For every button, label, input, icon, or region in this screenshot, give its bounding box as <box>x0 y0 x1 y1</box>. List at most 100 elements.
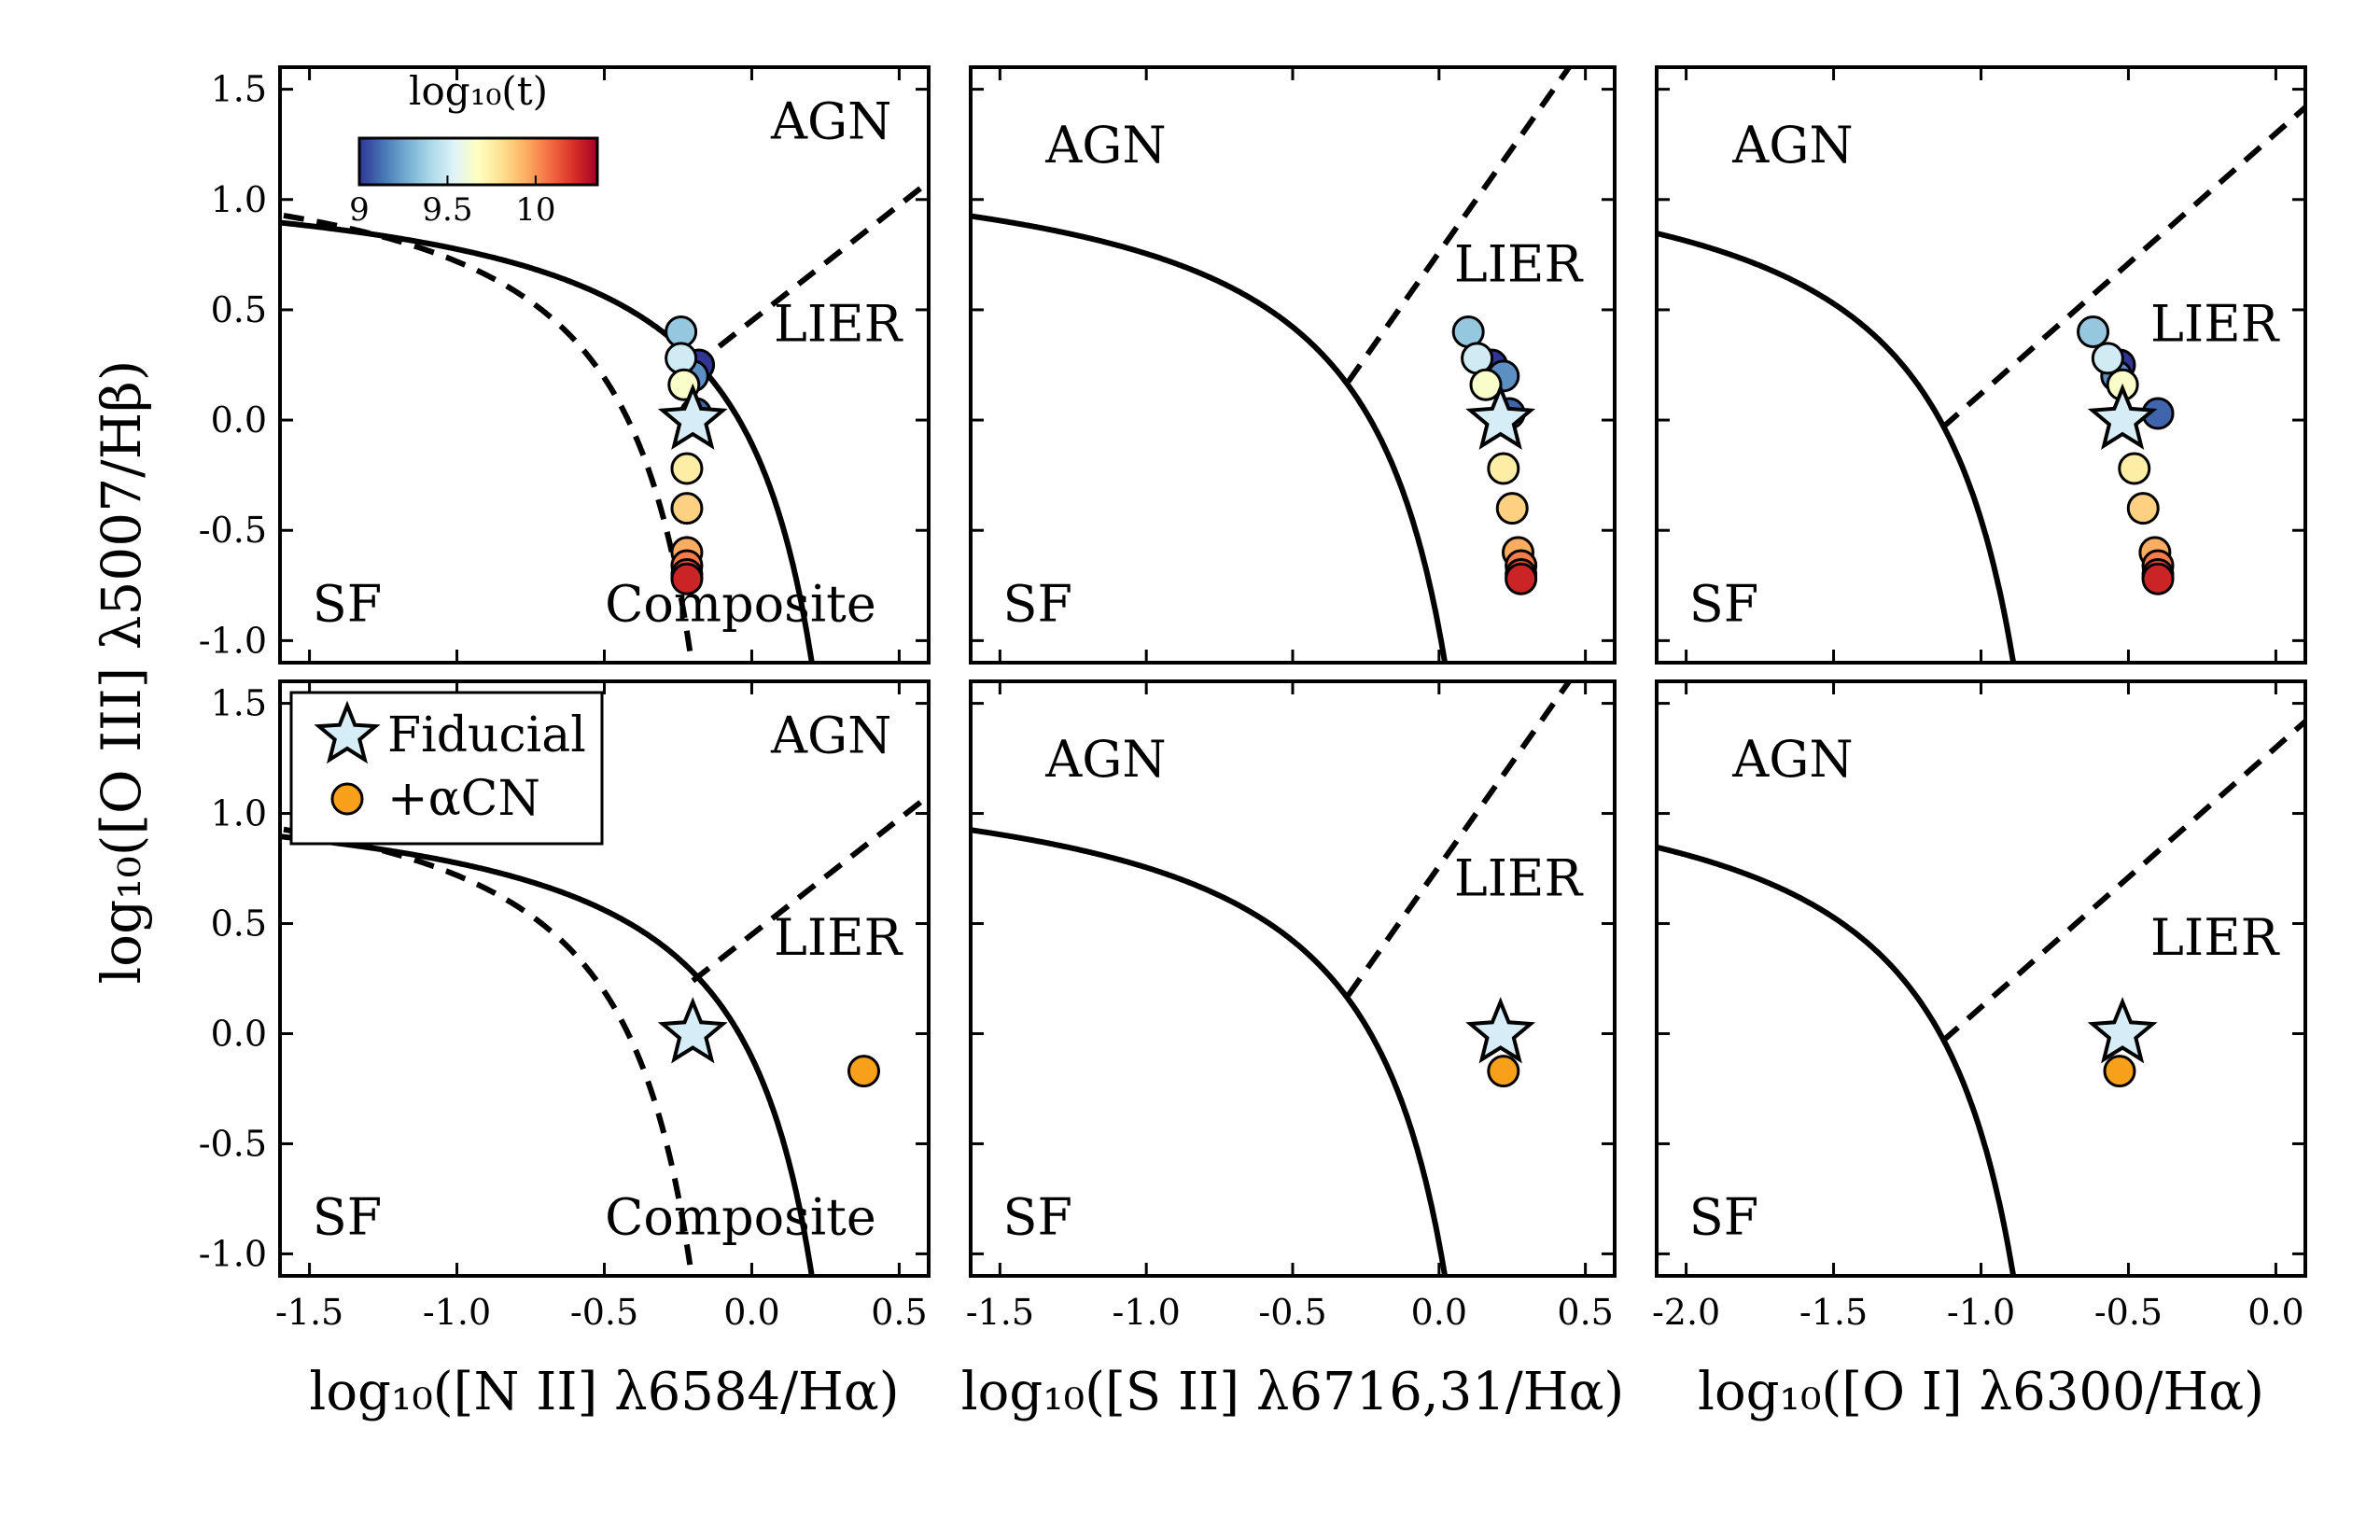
alphacn-point <box>847 1055 880 1088</box>
x-tick-label: -0.5 <box>2094 1292 2163 1333</box>
time-point <box>2118 452 2151 485</box>
kewley-max-starburst-curve <box>971 213 1449 663</box>
y-axis-label: log₁₀([O III] λ5007/Hβ) <box>90 360 153 985</box>
region-label-sf: SF <box>313 1187 382 1246</box>
seyfert-liner-line <box>691 791 929 984</box>
panel-content: AGN LIER SF <box>971 67 1584 663</box>
x-axis-label: log₁₀([N II] λ6584/Hα) <box>309 1362 899 1422</box>
time-point <box>2091 342 2124 375</box>
y-tick-label: -1.0 <box>199 620 267 661</box>
alphacn-point <box>1487 1055 1520 1088</box>
y-tick-label: 0.0 <box>211 399 267 441</box>
colorbar-tick-label: 10 <box>515 191 555 229</box>
y-tick-label: 1.5 <box>211 69 267 110</box>
x-tick-label: -1.5 <box>1799 1292 1868 1333</box>
seyfert-liner-line <box>1346 67 1573 384</box>
region-label-sf: SF <box>1689 1187 1758 1246</box>
y-tick-label: 1.0 <box>211 179 267 220</box>
time-point <box>2077 315 2110 349</box>
fiducial-star <box>2087 383 2158 450</box>
panel-content: AGN LIER SF <box>971 681 1584 1276</box>
x-tick-label: -0.5 <box>1258 1292 1326 1333</box>
region-label-composite: Composite <box>605 1187 876 1246</box>
kewley-max-starburst-curve <box>280 219 815 663</box>
region-label-lier: LIER <box>2150 294 2280 353</box>
region-label-agn: AGN <box>1044 116 1166 175</box>
panel-content: AGN LIER SF <box>1657 717 2305 1276</box>
kauffmann-curve <box>280 825 694 1276</box>
x-tick-label: -2.0 <box>1652 1292 1720 1333</box>
panel-oi-alpha: AGN LIER SF -2.0 -1.5 -1.0 -0.5 0.0 log₁₀([O I] … <box>1652 679 2307 1422</box>
legend: Fiducial +αCN <box>289 691 604 846</box>
x-axis-label: log₁₀([S II] λ6716,31/Hα) <box>961 1362 1625 1422</box>
region-label-sf: SF <box>1689 574 1758 633</box>
region-label-lier: LIER <box>774 294 903 353</box>
time-point <box>1487 452 1520 485</box>
seyfert-liner-line <box>1940 717 2305 1043</box>
y-tick-label: 0.5 <box>211 289 267 330</box>
legend-star-icon <box>314 700 381 764</box>
fiducial-star <box>657 383 728 450</box>
colorbar-tick-label: 9.5 <box>422 191 472 229</box>
time-point <box>670 492 704 525</box>
y-tick-label: 1.5 <box>211 683 267 724</box>
y-tick-label: 1.0 <box>211 793 267 834</box>
panel-oi-time: AGN LIER SF <box>1655 65 2307 665</box>
time-point <box>2141 562 2175 595</box>
y-tick-label: -1.0 <box>199 1233 267 1274</box>
panel-sii-time: AGN LIER SF <box>969 65 1617 665</box>
y-tick-label: 0.5 <box>211 903 267 945</box>
x-tick-label: -0.5 <box>570 1292 638 1333</box>
region-label-composite: Composite <box>605 574 876 633</box>
region-label-sf: SF <box>313 574 382 633</box>
x-tick-label: 0.0 <box>1411 1292 1467 1333</box>
time-point <box>670 562 704 595</box>
region-label-agn: AGN <box>1731 730 1853 789</box>
region-label-agn: AGN <box>770 92 891 151</box>
region-label-lier: LIER <box>1454 848 1584 907</box>
region-label-agn: AGN <box>1731 116 1853 175</box>
colorbar-tick-label: 9 <box>349 191 370 229</box>
seyfert-liner-line <box>1940 104 2305 430</box>
region-label-lier: LIER <box>1454 235 1584 294</box>
x-axis-label: log₁₀([O I] λ6300/Hα) <box>1698 1362 2264 1422</box>
colorbar-label: log₁₀(t) <box>409 68 548 114</box>
x-tick-label: 0.5 <box>1557 1292 1613 1333</box>
kewley-max-starburst-curve <box>1657 230 2017 663</box>
panel-content: AGN LIER SF Composite <box>280 92 929 663</box>
x-tick-label: 0.5 <box>871 1292 927 1333</box>
region-label-sf: SF <box>1003 574 1072 633</box>
x-tick-label: -1.0 <box>1113 1292 1181 1333</box>
time-point <box>1495 492 1529 525</box>
region-label-agn: AGN <box>770 706 891 764</box>
x-tick-label: -1.0 <box>423 1292 491 1333</box>
x-tick-label: -1.5 <box>275 1292 343 1333</box>
seyfert-liner-line <box>691 178 929 370</box>
region-label-lier: LIER <box>774 908 903 967</box>
y-tick-label: -0.5 <box>199 1123 267 1164</box>
y-tick-label: -0.5 <box>199 510 267 551</box>
time-point <box>670 452 704 485</box>
kauffmann-curve <box>280 212 694 663</box>
time-point <box>1505 562 1538 595</box>
x-tick-label: -1.0 <box>1947 1292 2015 1333</box>
legend-label-alphacn: +αCN <box>387 771 540 827</box>
time-point <box>2126 492 2160 525</box>
fiducial-star <box>2087 997 2158 1064</box>
fiducial-star <box>1465 383 1536 450</box>
region-label-agn: AGN <box>1044 730 1166 789</box>
fiducial-star <box>1465 997 1536 1064</box>
fiducial-star <box>657 997 728 1064</box>
kewley-max-starburst-curve <box>971 827 1449 1276</box>
x-tick-label: 0.0 <box>2247 1292 2303 1333</box>
panel-sii-alpha: AGN LIER SF -1.5 -1.0 -0.5 0.0 0.5 log₁₀([S II] … <box>961 679 1625 1422</box>
panel-nii-time: AGN LIER SF Composite 1.5 1.0 0.5 0.0 -0.5 -1.0 <box>199 65 931 665</box>
y-tick-label: 0.0 <box>211 1013 267 1054</box>
x-tick-label: -1.5 <box>966 1292 1034 1333</box>
legend-circle-icon <box>330 782 364 816</box>
alphacn-point <box>2103 1055 2136 1088</box>
panel-content: AGN LIER SF Composite <box>280 706 929 1276</box>
seyfert-liner-line <box>1346 681 1573 998</box>
x-tick-label: 0.0 <box>723 1292 779 1333</box>
